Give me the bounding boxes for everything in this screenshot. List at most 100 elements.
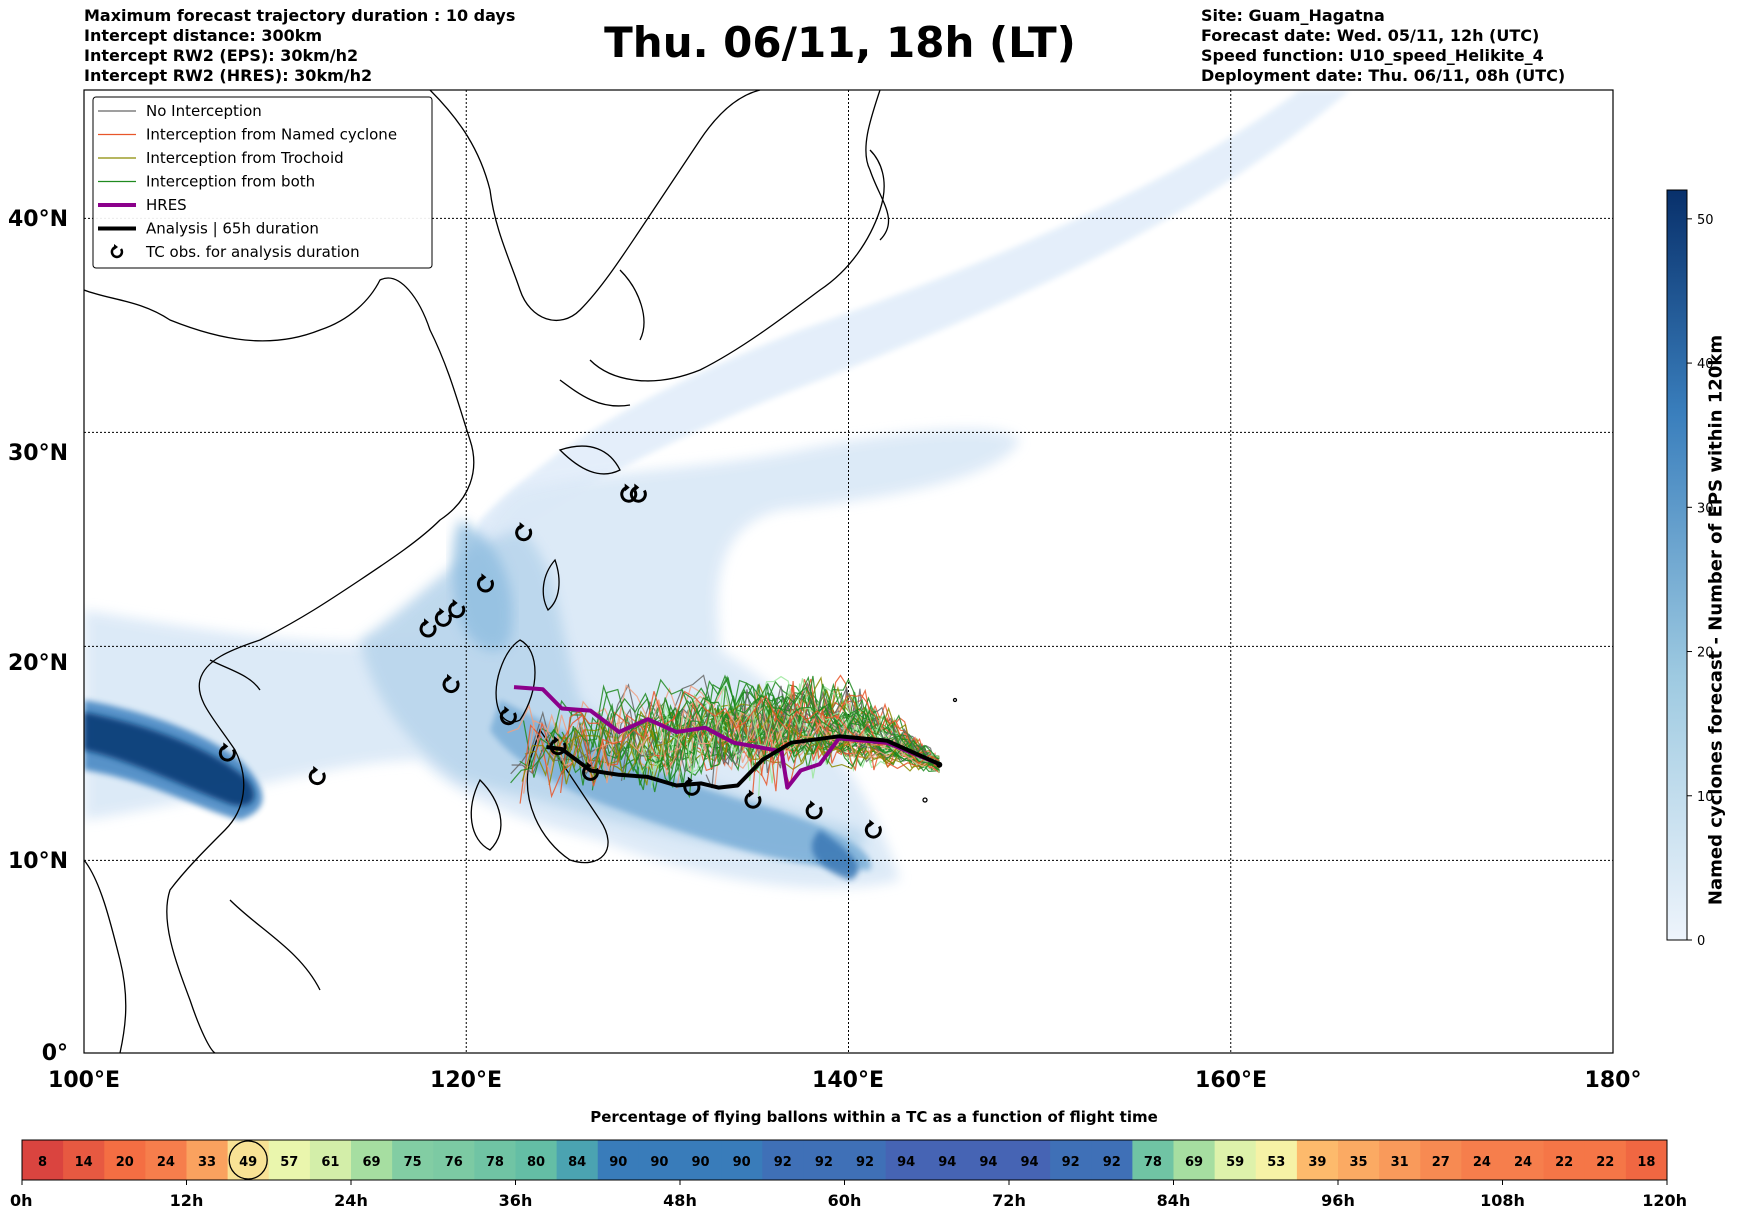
ensemble-track bbox=[705, 687, 940, 789]
time-bar-value: 94 bbox=[938, 1155, 956, 1170]
time-bar-value: 76 bbox=[445, 1155, 463, 1170]
colorbar-tick-label: 20 bbox=[1697, 646, 1714, 661]
header-line: Site: Guam_Hagatna bbox=[1201, 6, 1385, 25]
time-bar-cell bbox=[967, 1140, 1010, 1180]
svg-text:No Interception: No Interception bbox=[146, 102, 262, 120]
time-bar-value: 90 bbox=[650, 1155, 668, 1170]
map-title: Thu. 06/11, 18h (LT) bbox=[604, 18, 1076, 67]
time-bar-cell bbox=[104, 1140, 146, 1180]
cyclone-icon bbox=[419, 618, 437, 638]
time-bar-value: 92 bbox=[856, 1155, 874, 1170]
time-bar-value: 92 bbox=[1062, 1155, 1080, 1170]
time-tick-label: 108h bbox=[1480, 1191, 1525, 1210]
time-bar-cell bbox=[145, 1140, 188, 1180]
cyclone-icon bbox=[110, 244, 124, 259]
ensemble-track bbox=[510, 674, 940, 784]
cyclone-icon bbox=[442, 673, 460, 694]
time-bar-cell bbox=[638, 1140, 681, 1180]
svg-text:HRES: HRES bbox=[146, 196, 187, 214]
time-bar-highlight bbox=[228, 1140, 268, 1180]
time-bar-value: 80 bbox=[527, 1155, 545, 1170]
svg-text:Interception from Trochoid: Interception from Trochoid bbox=[146, 149, 344, 167]
colorbar-tick-label: 40 bbox=[1697, 357, 1714, 372]
cyclone-icon bbox=[805, 800, 823, 820]
time-bar-cell bbox=[1091, 1140, 1133, 1180]
time-bar-value: 92 bbox=[815, 1155, 833, 1170]
time-bar-cell bbox=[309, 1140, 352, 1180]
time-bar-cell bbox=[1132, 1140, 1175, 1180]
cyclone-icon bbox=[744, 789, 762, 809]
ensemble-track bbox=[531, 690, 940, 773]
cyclone-icon bbox=[218, 742, 236, 762]
time-bar-value: 33 bbox=[198, 1155, 216, 1170]
time-bar-value: 92 bbox=[774, 1155, 792, 1170]
time-tick-label: 72h bbox=[992, 1191, 1026, 1210]
time-bar-cell bbox=[1543, 1140, 1586, 1180]
time-bar-value: 57 bbox=[280, 1155, 298, 1170]
cyclone-icon bbox=[549, 736, 567, 756]
legend-item: Interception from Trochoid bbox=[98, 149, 344, 167]
time-bar-cell bbox=[1461, 1140, 1504, 1180]
time-bar-value: 75 bbox=[404, 1155, 422, 1170]
svg-text:Interception from both: Interception from both bbox=[146, 173, 315, 191]
map-border bbox=[83, 89, 1614, 1054]
axis-labels: 100°E 120°E 140°E 160°E 180° 0° 10°N 20°… bbox=[8, 207, 1642, 1093]
time-bar-cell bbox=[1379, 1140, 1421, 1180]
time-bar-cell bbox=[1255, 1140, 1298, 1180]
time-bar-cell bbox=[885, 1140, 928, 1180]
time-bar-cell bbox=[926, 1140, 969, 1180]
time-bar-value: 90 bbox=[733, 1155, 751, 1170]
time-bar-cell bbox=[1214, 1140, 1257, 1180]
ensemble-track bbox=[743, 681, 940, 769]
time-bar-value: 22 bbox=[1555, 1155, 1573, 1170]
time-bar-value: 22 bbox=[1596, 1155, 1614, 1170]
lat-tick-label: 0° bbox=[42, 1041, 68, 1066]
time-bar-value: 18 bbox=[1637, 1155, 1655, 1170]
time-bar-value: 69 bbox=[363, 1155, 381, 1170]
lat-tick-label: 40°N bbox=[8, 207, 68, 232]
time-bar-value: 94 bbox=[979, 1155, 997, 1170]
ensemble-track bbox=[519, 684, 940, 769]
time-bar-cell bbox=[1173, 1140, 1216, 1180]
time-bar-value: 53 bbox=[1267, 1155, 1285, 1170]
time-bar-value: 39 bbox=[1308, 1155, 1326, 1170]
cyclone-icon bbox=[434, 607, 452, 627]
header-line: Speed function: U10_speed_Helikite_4 bbox=[1201, 46, 1544, 65]
time-bar-cell bbox=[803, 1140, 846, 1180]
cyclone-icon bbox=[308, 765, 326, 786]
time-bar-cell bbox=[392, 1140, 434, 1180]
cyclone-icon bbox=[515, 522, 533, 542]
lon-tick-label: 100°E bbox=[48, 1068, 120, 1093]
cyclone-icon bbox=[864, 819, 882, 839]
map-legend: No Interception Interception from Named c… bbox=[92, 96, 433, 269]
time-axis: 0h 12h 24h 36h 48h 60h 72h 84h 96h 108h 120h bbox=[10, 1180, 1687, 1210]
time-bar-value: 14 bbox=[75, 1155, 93, 1170]
colorbar-gradient bbox=[1666, 189, 1688, 941]
hres-track bbox=[513, 685, 941, 790]
tc-observations bbox=[218, 483, 882, 839]
time-bar-cell bbox=[1420, 1140, 1462, 1180]
time-bar-value: 69 bbox=[1185, 1155, 1203, 1170]
time-bar-cell bbox=[515, 1140, 558, 1180]
time-bar-value: 90 bbox=[609, 1155, 627, 1170]
time-bar-cell bbox=[351, 1140, 393, 1180]
time-bar-cell bbox=[556, 1140, 599, 1180]
time-bar-cell bbox=[1296, 1140, 1339, 1180]
legend-item: Analysis | 65h duration bbox=[98, 220, 319, 238]
time-tick-label: 12h bbox=[170, 1191, 204, 1210]
header-right: Site: Guam_Hagatna Forecast date: Wed. 0… bbox=[1201, 6, 1565, 86]
header-line: Maximum forecast trajectory duration : 1… bbox=[84, 6, 516, 25]
svg-text:Interception from Named cyclon: Interception from Named cyclone bbox=[146, 126, 397, 144]
time-bar-cell bbox=[1584, 1140, 1627, 1180]
time-tick-label: 84h bbox=[1157, 1191, 1191, 1210]
time-bar-cell bbox=[186, 1140, 229, 1180]
colorbar-tick-label: 0 bbox=[1697, 934, 1705, 949]
lat-tick-label: 20°N bbox=[8, 651, 68, 676]
colorbar-tick-label: 50 bbox=[1697, 213, 1714, 228]
time-bar-cell bbox=[1050, 1140, 1092, 1180]
time-bar-cell bbox=[474, 1140, 517, 1180]
colorbar-tick-label: 10 bbox=[1697, 790, 1714, 805]
time-bar-value: 84 bbox=[568, 1155, 586, 1170]
time-bar: 8 14 20 24 33 49 57 61 69 75 76 78 80 84 90 90 90 90 92 92 9… bbox=[21, 1139, 1668, 1181]
